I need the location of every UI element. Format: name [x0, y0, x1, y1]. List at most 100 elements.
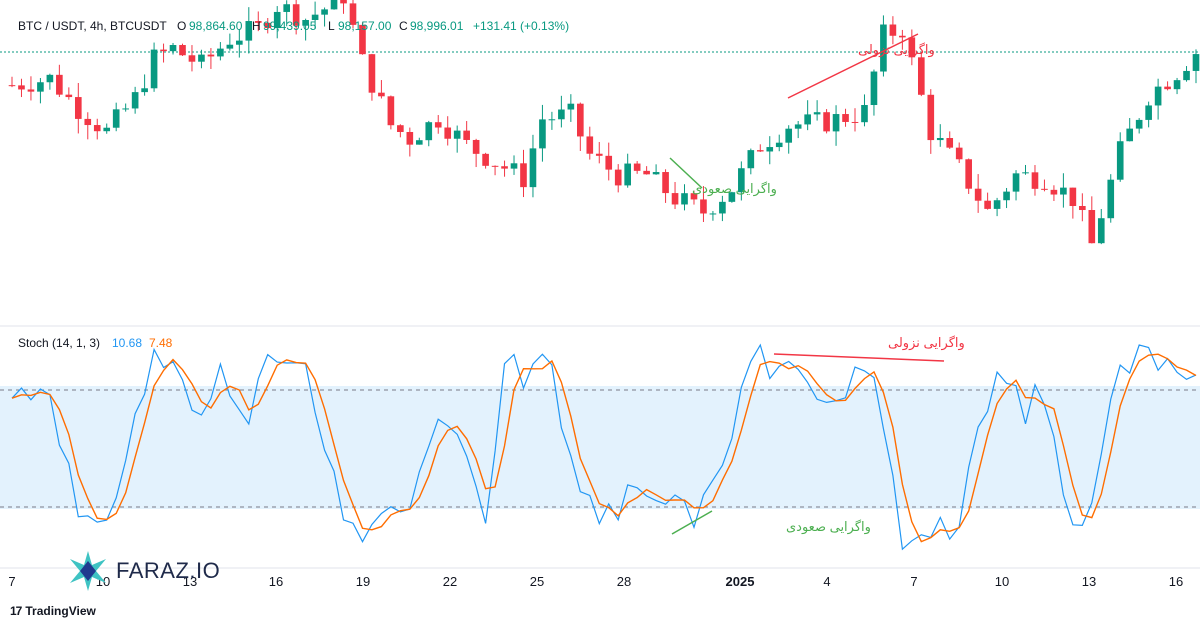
- candle: [558, 109, 565, 120]
- time-axis-tick-label: 13: [183, 574, 197, 589]
- candle: [614, 169, 622, 186]
- price-bullish-line: [669, 157, 703, 189]
- candle: [444, 127, 452, 139]
- stoch-legend[interactable]: Stoch (14, 1, 3) 10.68 7.48: [18, 336, 173, 350]
- symbol-label: BTC / USDT, 4h, BTCUSDT: [18, 19, 167, 33]
- candle: [851, 121, 859, 123]
- candle: [302, 20, 309, 26]
- candle: [406, 131, 414, 145]
- high-value: 99,439.05: [263, 19, 317, 33]
- candle: [785, 128, 793, 143]
- low-label: L: [328, 19, 335, 33]
- candle: [595, 153, 603, 156]
- candle: [292, 4, 300, 26]
- time-axis-tick-label: 22: [443, 574, 457, 589]
- candle: [368, 54, 376, 93]
- stoch-bullish-label: واگرایی صعودی: [786, 519, 871, 535]
- candle: [804, 114, 811, 125]
- candle: [984, 200, 991, 209]
- candle: [709, 213, 717, 215]
- candle: [150, 49, 158, 89]
- candle: [74, 97, 82, 119]
- candle: [605, 155, 613, 170]
- candle: [908, 37, 916, 58]
- candle: [633, 163, 641, 171]
- candle: [529, 148, 537, 188]
- candle: [974, 188, 982, 201]
- candle: [378, 92, 385, 97]
- candle: [652, 172, 660, 175]
- candle: [245, 21, 253, 41]
- candle: [1022, 172, 1029, 174]
- close-value: 98,996.01: [410, 19, 464, 33]
- candle: [169, 45, 177, 52]
- candle: [207, 54, 215, 57]
- candle: [624, 163, 631, 186]
- candlestick-series: [8, 0, 1200, 245]
- candle: [539, 119, 546, 149]
- candle: [425, 122, 433, 141]
- candle: [415, 140, 423, 145]
- candle: [1088, 210, 1096, 244]
- candle: [719, 201, 726, 214]
- candle: [548, 119, 556, 121]
- candle: [643, 170, 650, 175]
- price-pane[interactable]: [0, 0, 1200, 320]
- candle: [340, 0, 347, 4]
- time-axis-tick-label: 13: [1082, 574, 1096, 589]
- candle: [1041, 188, 1048, 190]
- high-label: H: [252, 19, 261, 33]
- price-bearish-label: واگرایی نزولی: [858, 42, 935, 58]
- time-axis-tick-label: 16: [269, 574, 283, 589]
- faraz-logo: FARAZ.IO: [66, 551, 220, 591]
- low-value: 98,157.00: [338, 19, 392, 33]
- candle: [18, 85, 25, 90]
- candle: [273, 11, 281, 29]
- candle: [311, 14, 319, 21]
- candle: [453, 130, 461, 139]
- candle: [690, 193, 698, 200]
- candle: [1154, 86, 1162, 106]
- candle: [236, 40, 243, 45]
- candle: [93, 125, 101, 132]
- price-legend[interactable]: BTC / USDT, 4h, BTCUSDT O 98,864.60 H 99…: [18, 19, 569, 33]
- candle: [179, 45, 186, 56]
- time-axis-tick-label: 25: [530, 574, 544, 589]
- candle: [283, 4, 291, 12]
- candle: [56, 74, 63, 95]
- candle: [1192, 54, 1200, 71]
- candle: [254, 21, 262, 23]
- candle: [700, 199, 707, 214]
- candle: [226, 44, 234, 49]
- time-axis[interactable]: 710131619222528202547101316: [8, 574, 1183, 589]
- candle: [1079, 206, 1086, 211]
- candle: [188, 55, 196, 62]
- candle: [160, 49, 167, 52]
- candle: [65, 94, 73, 98]
- time-axis-tick-label: 2025: [726, 574, 755, 589]
- candle: [217, 48, 224, 57]
- candle: [1050, 189, 1058, 195]
- candle: [1003, 191, 1010, 201]
- candle: [1126, 128, 1134, 142]
- candle: [463, 130, 470, 140]
- candle: [775, 142, 783, 148]
- candle: [832, 114, 840, 132]
- candle: [1060, 187, 1067, 195]
- tradingview-brand[interactable]: 17 TradingView: [10, 604, 96, 618]
- price-bearish-line: [787, 33, 919, 99]
- candle: [728, 192, 736, 202]
- close-label: C: [399, 19, 408, 33]
- candle: [520, 163, 527, 188]
- faraz-star-icon: [70, 551, 106, 591]
- time-axis-tick-label: 7: [910, 574, 917, 589]
- open-label: O: [177, 19, 186, 33]
- candle: [870, 71, 878, 106]
- change-value: +131.41 (+0.13%): [473, 19, 569, 33]
- stoch-k-line: [11, 343, 1197, 551]
- candle: [141, 88, 148, 93]
- candle: [766, 147, 774, 152]
- stochastic-pane[interactable]: [0, 343, 1200, 551]
- candle: [794, 124, 802, 129]
